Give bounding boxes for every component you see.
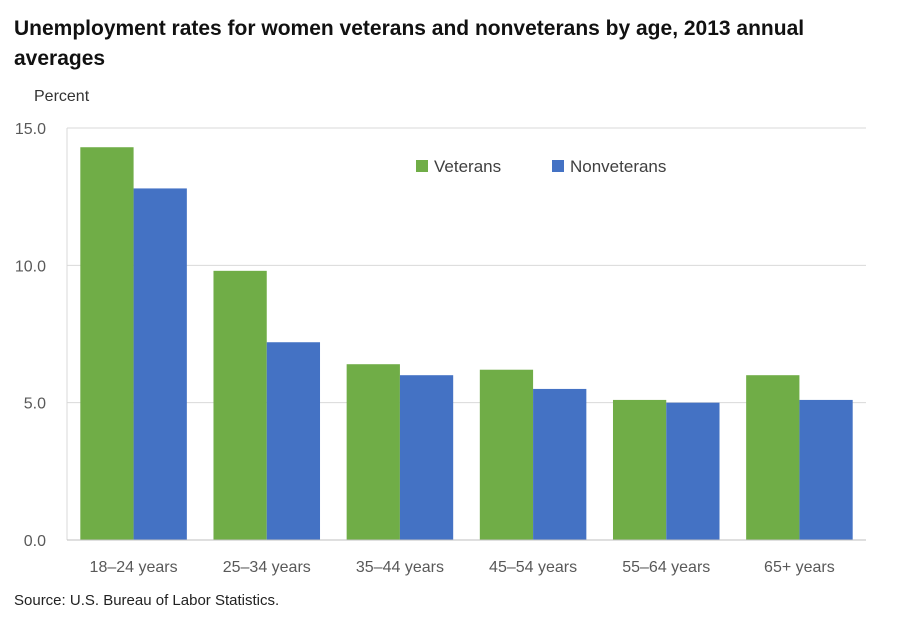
- bar-nonveterans: [399, 375, 454, 540]
- bar-nonveterans: [799, 399, 853, 540]
- x-tick-label: 18–24 years: [90, 559, 178, 576]
- y-tick-label: 0.0: [24, 533, 46, 550]
- x-tick-label: 45–54 years: [489, 559, 577, 576]
- axes: 0.0 5.0 10.0 15.0 18–24 years 25–34 years 35–4…: [15, 121, 866, 576]
- bar-chart: 0.0 5.0 10.0 15.0 18–24 years 25–34 years 35–4…: [15, 121, 866, 576]
- chart-title: Unemployment rates for women veterans an…: [14, 17, 805, 70]
- legend-label-nonveterans: Nonveterans: [570, 157, 666, 176]
- bar-veterans: [346, 364, 400, 540]
- bar-nonveterans: [266, 342, 321, 540]
- bar-veterans: [479, 369, 534, 540]
- x-tick-label: 55–64 years: [622, 559, 710, 576]
- y-axis-label: Percent: [34, 88, 90, 105]
- legend-swatch-veterans: [416, 160, 428, 172]
- bar-nonveterans: [666, 402, 720, 540]
- y-tick-label: 5.0: [24, 396, 46, 413]
- legend: Veterans Nonveterans: [416, 157, 666, 176]
- x-tick-label: 65+ years: [764, 559, 835, 576]
- y-tick-label: 15.0: [15, 121, 46, 138]
- gridlines: [67, 127, 866, 404]
- source-note: Source: U.S. Bureau of Labor Statistics.: [14, 592, 280, 609]
- legend-swatch-nonveterans: [552, 160, 564, 172]
- x-tick-label: 35–44 years: [356, 559, 444, 576]
- x-tick-label: 25–34 years: [223, 559, 311, 576]
- bar-nonveterans: [533, 388, 587, 540]
- bar-veterans: [80, 147, 134, 541]
- bar-veterans: [612, 399, 667, 540]
- bars: [80, 147, 853, 541]
- y-tick-label: 10.0: [15, 258, 46, 275]
- bar-veterans: [213, 270, 267, 540]
- legend-label-veterans: Veterans: [434, 157, 501, 176]
- bar-veterans: [746, 375, 800, 540]
- bar-nonveterans: [133, 188, 187, 540]
